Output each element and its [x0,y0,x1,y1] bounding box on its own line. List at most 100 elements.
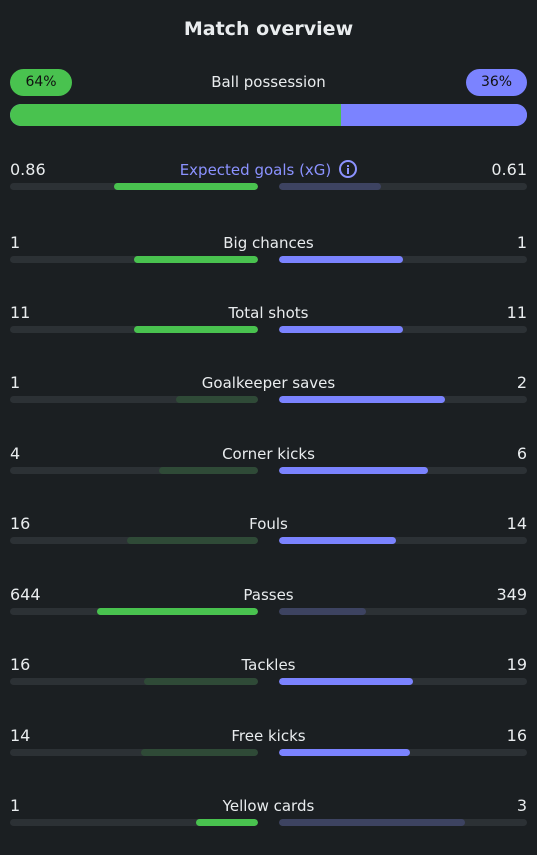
stat-label: Big chances [223,234,314,252]
stat-row: 16 Tackles 19 [10,654,527,694]
possession-bar [10,104,527,126]
away-stat-bar [279,819,465,826]
stat-label: Total shots [228,304,309,322]
home-stat-value: 0.86 [10,160,46,179]
away-stat-track [279,749,527,756]
away-stat-track [279,819,527,826]
home-stat-bar [196,819,258,826]
info-icon[interactable] [339,160,358,178]
stat-label: Goalkeeper saves [201,374,336,392]
away-stat-track [279,256,527,263]
home-stat-value: 1 [10,373,21,392]
stat-label-container: Big chances [10,232,527,254]
home-stat-value: 11 [10,303,31,322]
stat-row: 644 Passes 349 [10,584,527,624]
stat-label: Passes [243,586,294,604]
stat-row: 14 Free kicks 16 [10,725,527,765]
away-stat-track [279,326,527,333]
home-stat-track [10,819,258,826]
away-stat-bar [279,608,366,615]
home-stat-bar [159,467,258,474]
possession-bar-home [10,104,341,126]
stat-label: Expected goals (xG) [179,161,332,179]
home-stat-bar [127,537,258,544]
stat-label-container: Tackles [10,654,527,676]
home-stat-bar [114,183,258,190]
away-stat-track [279,183,527,190]
stat-label: Tackles [241,656,296,674]
home-stat-bar [97,608,258,615]
home-stat-track [10,537,258,544]
away-stat-value: 2 [516,373,527,392]
possession-header: 64% Ball possession 36% [10,69,527,96]
stat-label-container[interactable]: Expected goals (xG) [10,159,527,181]
stat-row: 0.86 Expected goals (xG) 0.61 [10,159,527,199]
home-stat-value: 1 [10,233,21,252]
stat-label-container: Free kicks [10,725,527,747]
away-stat-track [279,608,527,615]
home-stat-track [10,608,258,615]
home-stat-bar [134,326,258,333]
away-stat-bar [279,256,403,263]
away-stat-bar [279,537,396,544]
home-stat-track [10,749,258,756]
away-stat-track [279,678,527,685]
stat-row: 4 Corner kicks 6 [10,443,527,483]
stat-label-container: Corner kicks [10,443,527,465]
stat-label: Corner kicks [222,445,315,463]
stat-label-container: Goalkeeper saves [10,372,527,394]
away-stat-value: 19 [506,655,527,674]
stat-row: 1 Goalkeeper saves 2 [10,372,527,412]
away-stat-value: 3 [516,796,527,815]
panel-title: Match overview [183,18,354,40]
away-stat-value: 1 [516,233,527,252]
away-stat-value: 6 [516,444,527,463]
away-stat-value: 0.61 [491,160,527,179]
stat-label-container: Yellow cards [10,795,527,817]
home-stat-bar [176,396,258,403]
away-stat-bar [279,326,403,333]
stat-label-container: Fouls [10,513,527,535]
away-stat-bar [279,678,413,685]
away-stat-track [279,467,527,474]
stat-row: 1 Yellow cards 3 [10,795,527,835]
away-stat-track [279,396,527,403]
home-stat-track [10,183,258,190]
home-stat-track [10,256,258,263]
away-stat-value: 14 [506,514,527,533]
away-stat-track [279,537,527,544]
possession-bar-away [340,104,527,126]
home-stat-value: 16 [10,655,31,674]
possession-label: Ball possession [211,73,326,91]
home-stat-value: 1 [10,796,21,815]
away-stat-value: 11 [506,303,527,322]
home-stat-value: 16 [10,514,31,533]
stat-row: 1 Big chances 1 [10,232,527,272]
home-stat-track [10,396,258,403]
away-stat-value: 349 [496,585,527,604]
stat-row: 16 Fouls 14 [10,513,527,553]
home-stat-value: 4 [10,444,21,463]
stat-label: Fouls [249,515,288,533]
home-stat-value: 644 [10,585,41,604]
home-stat-value: 14 [10,726,31,745]
away-stat-value: 16 [506,726,527,745]
home-stat-track [10,326,258,333]
stat-label-container: Passes [10,584,527,606]
home-stat-track [10,467,258,474]
home-stat-track [10,678,258,685]
home-stat-bar [141,749,258,756]
away-stat-bar [279,749,410,756]
away-stat-bar [279,183,381,190]
stat-label-container: Total shots [10,302,527,324]
away-possession-badge: 36% [466,69,527,96]
home-stat-bar [144,678,258,685]
away-stat-bar [279,467,428,474]
stat-label: Free kicks [231,727,306,745]
away-stat-bar [279,396,445,403]
home-stat-bar [134,256,258,263]
stat-row: 11 Total shots 11 [10,302,527,342]
stat-label: Yellow cards [222,797,315,815]
home-possession-badge: 64% [10,69,72,96]
